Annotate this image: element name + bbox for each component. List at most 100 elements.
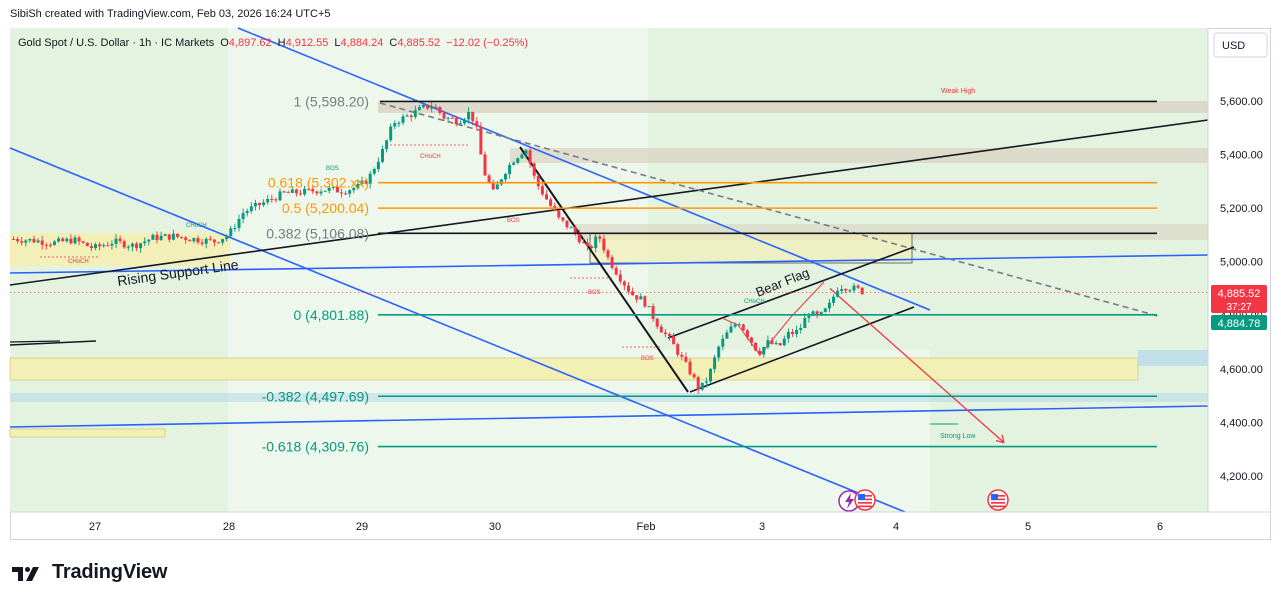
currency-button-frame[interactable]: [1213, 32, 1268, 58]
candle-body: [458, 123, 462, 125]
candle-body: [389, 126, 393, 141]
candle-body: [778, 343, 782, 346]
candle-body: [504, 173, 507, 180]
candle: [286, 190, 290, 194]
tradingview-logo[interactable]: TradingView: [12, 561, 167, 584]
candle-body: [774, 343, 778, 345]
candle-body: [217, 242, 220, 244]
candle: [827, 298, 831, 313]
candle-body: [122, 241, 126, 248]
candle: [483, 151, 487, 176]
candle-body: [463, 119, 466, 124]
supply-zone-top: [378, 101, 1208, 113]
candle-body: [98, 244, 102, 247]
currency-button[interactable]: USD: [1213, 32, 1268, 58]
candle-body: [631, 291, 635, 296]
candle-body: [618, 274, 622, 282]
candle-body: [61, 238, 65, 242]
candle: [594, 233, 598, 253]
legend-open-label: O: [220, 37, 229, 49]
candle: [241, 208, 245, 224]
candle-body: [782, 338, 786, 346]
candle: [840, 285, 844, 295]
rising-support-line: [9, 119, 1209, 286]
us-flag-stripe: [858, 502, 872, 504]
candle: [102, 243, 106, 248]
candle-body: [381, 149, 384, 162]
candle: [704, 377, 708, 388]
candle-body: [266, 198, 270, 203]
current-price-value: 4,885.52: [1218, 288, 1261, 300]
candle: [668, 332, 671, 341]
candle: [143, 237, 147, 247]
candle: [627, 282, 630, 295]
candle: [852, 282, 856, 293]
candle: [766, 335, 770, 349]
candle: [253, 199, 257, 211]
candle: [745, 328, 749, 340]
candle-body: [40, 240, 44, 245]
candle-body: [12, 238, 15, 240]
candle-body: [278, 191, 282, 201]
candle: [323, 190, 327, 192]
candle-body: [491, 182, 495, 190]
candle-body: [475, 121, 479, 127]
candle-body: [590, 246, 594, 249]
us-flag-stripe: [858, 505, 872, 508]
candle-body: [811, 311, 815, 316]
candle-body: [151, 234, 155, 240]
candle: [467, 107, 471, 124]
legend-close-value: 4,885.52: [397, 37, 440, 49]
candle: [159, 231, 163, 242]
candle: [450, 115, 454, 119]
candle: [413, 105, 417, 120]
candle: [754, 342, 758, 352]
candle-body: [836, 290, 840, 297]
candle: [762, 346, 766, 358]
time-axis-tick-label: 29: [356, 521, 368, 533]
candle-body: [467, 111, 471, 120]
candle: [389, 123, 393, 142]
projection-arrowhead: [995, 434, 1005, 444]
candle: [688, 358, 692, 376]
candle-body: [737, 324, 741, 326]
candle-body: [684, 356, 688, 362]
demand-zone-right: [1138, 350, 1208, 366]
candle-body: [852, 285, 856, 291]
candle: [545, 190, 548, 200]
us-flag-event-icon[interactable]: [854, 489, 876, 511]
chart-caption: SibiSh created with TradingView.com, Feb…: [10, 8, 331, 20]
candle-body: [405, 115, 409, 117]
candle: [282, 190, 286, 194]
lightning-event-icon[interactable]: [838, 490, 860, 512]
legend-open-value: 4,897.62: [229, 37, 272, 49]
price-axis-tick-label: 4,200.00: [1220, 471, 1263, 483]
candle-body: [557, 210, 561, 218]
candle: [430, 101, 434, 113]
candle: [311, 184, 315, 195]
candle-body: [844, 288, 848, 291]
candle: [643, 295, 647, 308]
candle-body: [545, 194, 548, 200]
lightning-icon: [845, 493, 854, 509]
candle-body: [434, 106, 438, 108]
candle: [454, 115, 458, 127]
candle: [442, 111, 446, 122]
us-flag-event-icon[interactable]: [987, 489, 1009, 511]
candle-body: [807, 315, 811, 319]
time-axis-tick-label: 6: [1157, 521, 1163, 533]
candle-body: [647, 306, 651, 308]
candle: [110, 240, 114, 250]
candle: [655, 317, 659, 329]
candle-body: [532, 163, 536, 176]
candle: [799, 323, 803, 334]
candle: [508, 162, 512, 179]
candle: [713, 354, 717, 373]
candle-body: [827, 302, 831, 309]
tradingview-logo-text: TradingView: [52, 561, 168, 583]
weak-high-label: Weak High: [941, 88, 975, 95]
candle: [770, 337, 774, 345]
legend-low-label: L: [334, 37, 340, 49]
candle: [249, 201, 253, 214]
